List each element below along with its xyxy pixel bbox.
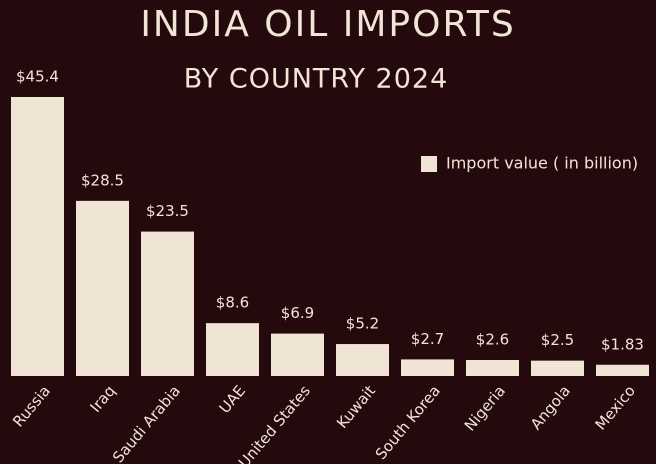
legend-swatch — [421, 156, 437, 172]
data-label: $5.2 — [346, 315, 379, 333]
bar — [401, 359, 454, 376]
data-label: $8.6 — [216, 294, 249, 312]
bar — [141, 231, 194, 376]
bar — [11, 97, 64, 376]
data-label: $1.83 — [601, 335, 644, 353]
chart-subtitle: BY COUNTRY 2024 — [184, 64, 449, 95]
data-label: $6.9 — [281, 304, 314, 322]
chart-title: INDIA OIL IMPORTS — [140, 4, 515, 45]
bar — [271, 333, 324, 376]
legend-label: Import value ( in billion) — [446, 154, 638, 173]
bar — [596, 364, 649, 376]
data-label: $23.5 — [146, 202, 189, 220]
data-label: $2.5 — [541, 331, 574, 349]
bar — [76, 200, 129, 376]
bar — [336, 344, 389, 376]
bar — [466, 360, 519, 376]
bar — [206, 323, 259, 376]
bar — [531, 360, 584, 376]
data-label: $45.4 — [16, 68, 59, 86]
data-label: $2.6 — [476, 331, 509, 349]
data-label: $2.7 — [411, 330, 444, 348]
data-label: $28.5 — [81, 171, 124, 189]
